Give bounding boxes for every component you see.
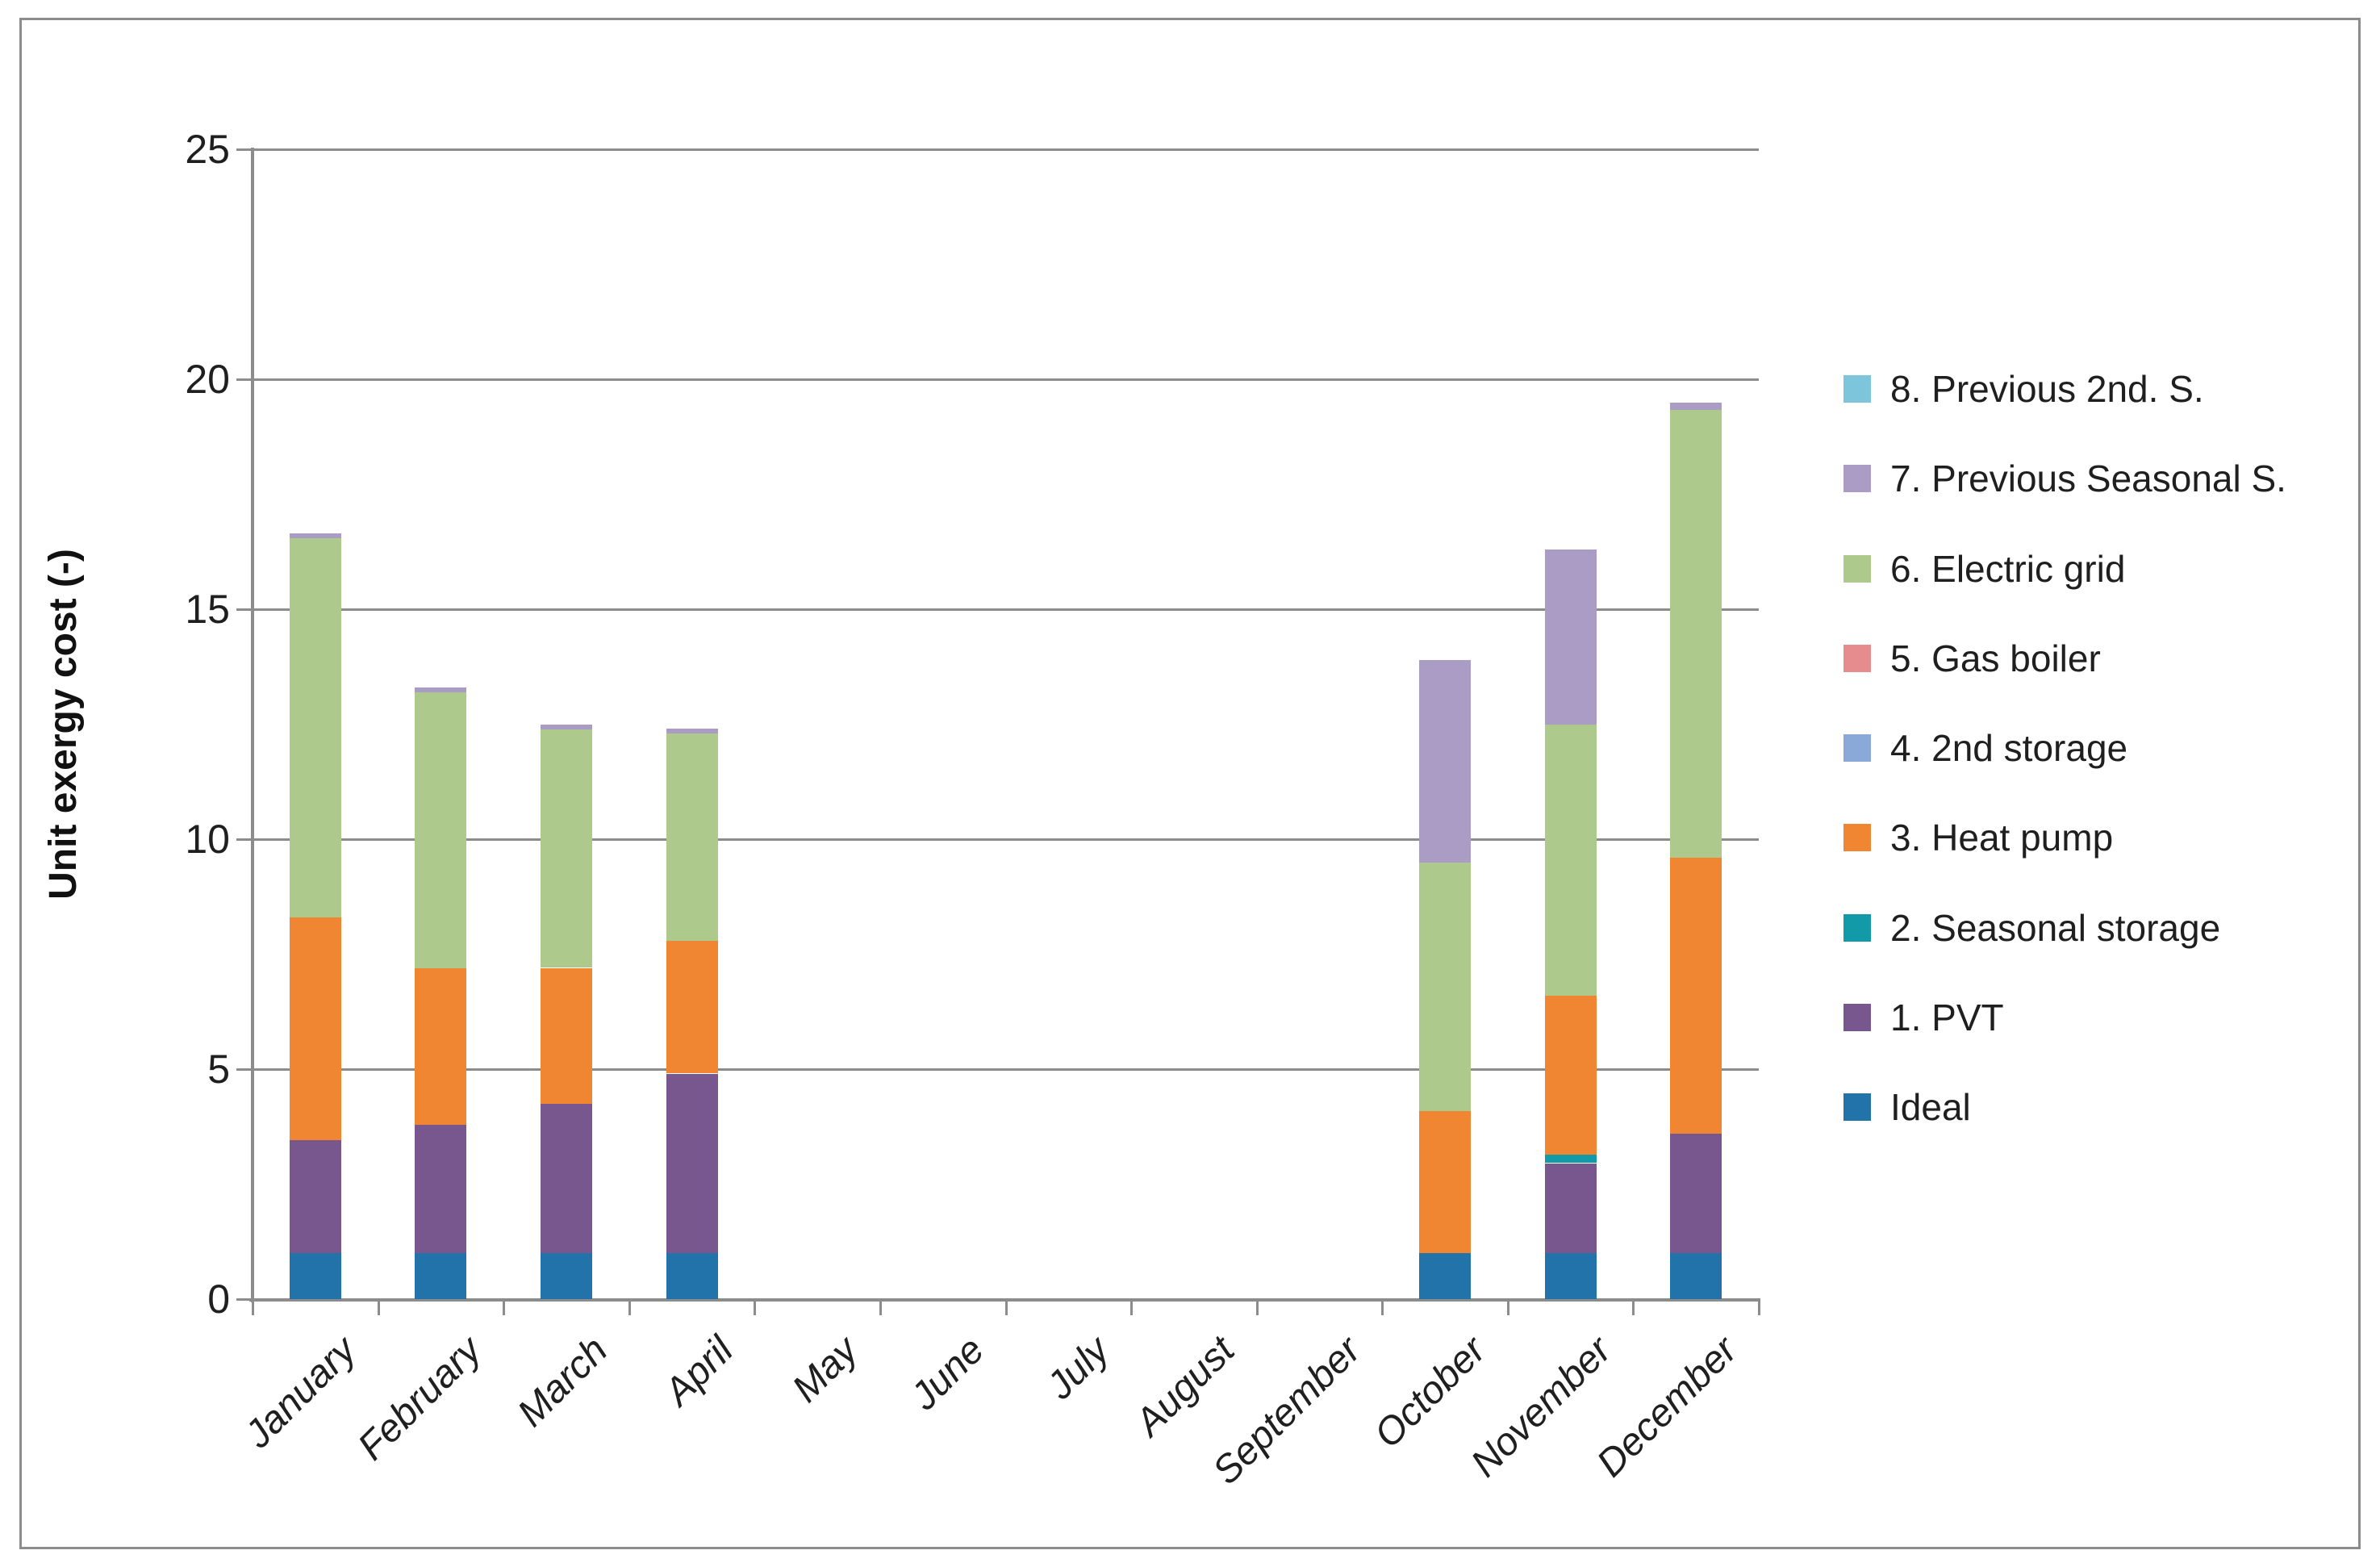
legend-item-4-2nd-storage: 4. 2nd storage xyxy=(1843,725,2127,771)
y-axis-line xyxy=(251,148,254,1302)
x-tick-10 xyxy=(1507,1299,1509,1315)
legend-item-7-previous-seasonal-s: 7. Previous Seasonal S. xyxy=(1843,456,2286,501)
legend-swatch-icon xyxy=(1843,465,1871,492)
y-tick-5 xyxy=(236,1068,251,1071)
legend-label: Ideal xyxy=(1890,1086,1971,1128)
legend-item-1-pvt: 1. PVT xyxy=(1843,995,2004,1040)
x-tick-3 xyxy=(628,1299,631,1315)
legend-label: 8. Previous 2nd. S. xyxy=(1890,368,2204,410)
legend-swatch-icon xyxy=(1843,824,1871,851)
legend-swatch-icon xyxy=(1843,555,1871,583)
x-tick-4 xyxy=(754,1299,756,1315)
legend-item-3-heat-pump: 3. Heat pump xyxy=(1843,815,2113,860)
x-tick-0 xyxy=(252,1299,254,1315)
gridline-10 xyxy=(253,838,1759,841)
gridline-5 xyxy=(253,1068,1759,1071)
y-tick-20 xyxy=(236,378,251,381)
y-tick-label-25: 25 xyxy=(185,127,230,172)
bar-january-segment-ideal xyxy=(290,1253,341,1299)
bar-february-segment-3-heat-pump xyxy=(415,968,466,1125)
legend-swatch-icon xyxy=(1843,1093,1871,1121)
y-tick-label-15: 15 xyxy=(185,587,230,632)
bar-february-segment-6-electric-grid xyxy=(415,692,466,968)
legend-label: 2. Seasonal storage xyxy=(1890,907,2221,949)
bar-january-segment-6-electric-grid xyxy=(290,538,341,917)
bar-october-segment-7-previous-seasonal-s xyxy=(1419,660,1471,863)
bar-october-segment-3-heat-pump xyxy=(1419,1110,1471,1253)
legend-label: 3. Heat pump xyxy=(1890,817,2114,859)
y-tick-label-20: 20 xyxy=(185,357,230,402)
legend-item-2-seasonal-storage: 2. Seasonal storage xyxy=(1843,905,2220,951)
gridline-25 xyxy=(253,148,1759,151)
legend-item-5-gas-boiler: 5. Gas boiler xyxy=(1843,636,2101,681)
bar-november-segment-6-electric-grid xyxy=(1545,725,1597,996)
legend-swatch-icon xyxy=(1843,375,1871,403)
y-tick-label-5: 5 xyxy=(207,1047,230,1092)
y-tick-10 xyxy=(236,838,251,841)
legend-label: 6. Electric grid xyxy=(1890,548,2126,590)
bar-december-segment-7-previous-seasonal-s xyxy=(1670,403,1722,410)
bar-april-segment-1-pvt xyxy=(666,1074,718,1253)
legend-swatch-icon xyxy=(1843,914,1871,942)
legend-item-6-electric-grid: 6. Electric grid xyxy=(1843,546,2125,591)
legend-swatch-icon xyxy=(1843,645,1871,672)
bar-february-segment-7-previous-seasonal-s xyxy=(415,687,466,692)
bar-october-segment-6-electric-grid xyxy=(1419,863,1471,1111)
bar-december-segment-3-heat-pump xyxy=(1670,858,1722,1134)
y-tick-15 xyxy=(236,608,251,611)
bar-november-segment-3-heat-pump xyxy=(1545,996,1597,1155)
bar-december-segment-1-pvt xyxy=(1670,1134,1722,1253)
gridline-15 xyxy=(253,608,1759,611)
bar-march-segment-1-pvt xyxy=(541,1104,592,1253)
x-tick-5 xyxy=(879,1299,882,1315)
bar-april-segment-6-electric-grid xyxy=(666,733,718,941)
bar-november-segment-2-seasonal-storage xyxy=(1545,1154,1597,1163)
bar-march-segment-3-heat-pump xyxy=(541,968,592,1104)
legend-item-8-previous-2nd-s: 8. Previous 2nd. S. xyxy=(1843,366,2204,412)
bar-february-segment-1-pvt xyxy=(415,1124,466,1253)
bar-january-segment-1-pvt xyxy=(290,1140,341,1253)
bar-december-segment-6-electric-grid xyxy=(1670,409,1722,858)
x-tick-8 xyxy=(1256,1299,1259,1315)
x-tick-7 xyxy=(1130,1299,1133,1315)
legend-label: 7. Previous Seasonal S. xyxy=(1890,458,2286,499)
x-tick-12 xyxy=(1758,1299,1760,1315)
legend-swatch-icon xyxy=(1843,1004,1871,1031)
bar-march-segment-ideal xyxy=(541,1253,592,1299)
bar-october-segment-ideal xyxy=(1419,1253,1471,1299)
x-tick-6 xyxy=(1005,1299,1008,1315)
x-tick-1 xyxy=(378,1299,380,1315)
y-tick-label-10: 10 xyxy=(185,817,230,862)
chart-border xyxy=(19,18,2361,1549)
legend-label: 5. Gas boiler xyxy=(1890,637,2101,679)
bar-december-segment-ideal xyxy=(1670,1253,1722,1299)
bar-april-segment-7-previous-seasonal-s xyxy=(666,729,718,733)
gridline-20 xyxy=(253,378,1759,381)
y-tick-0 xyxy=(236,1298,251,1301)
x-tick-2 xyxy=(503,1299,505,1315)
bar-november-segment-ideal xyxy=(1545,1253,1597,1299)
bar-january-segment-7-previous-seasonal-s xyxy=(290,533,341,538)
bar-november-segment-1-pvt xyxy=(1545,1164,1597,1253)
y-tick-label-0: 0 xyxy=(207,1277,230,1322)
legend-item-ideal: Ideal xyxy=(1843,1084,1971,1130)
y-tick-25 xyxy=(236,148,251,151)
bar-february-segment-ideal xyxy=(415,1253,466,1299)
bar-march-segment-6-electric-grid xyxy=(541,729,592,967)
x-tick-9 xyxy=(1381,1299,1384,1315)
x-tick-11 xyxy=(1632,1299,1635,1315)
bar-january-segment-3-heat-pump xyxy=(290,917,341,1140)
bar-march-segment-7-previous-seasonal-s xyxy=(541,725,592,729)
legend-swatch-icon xyxy=(1843,734,1871,762)
legend-label: 1. PVT xyxy=(1890,997,2004,1038)
bar-april-segment-ideal xyxy=(666,1253,718,1299)
bar-november-segment-7-previous-seasonal-s xyxy=(1545,549,1597,725)
legend-label: 4. 2nd storage xyxy=(1890,727,2128,769)
bar-april-segment-3-heat-pump xyxy=(666,940,718,1073)
x-axis-line xyxy=(249,1298,1760,1302)
